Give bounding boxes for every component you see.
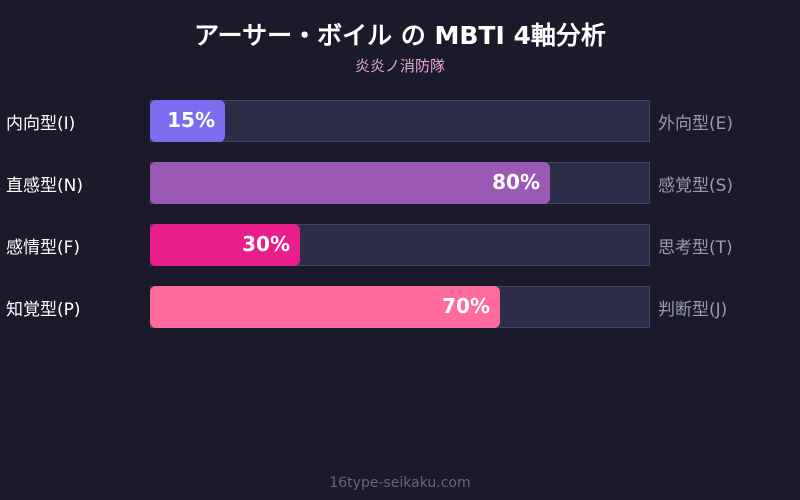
footer-source: 16type-seikaku.com	[329, 475, 471, 491]
bar-fill	[150, 100, 225, 142]
axis-row: 感情型(F) 30% 思考型(T)	[0, 224, 800, 266]
right-pole-label: 判断型(J)	[658, 300, 728, 320]
axis-row: 内向型(I) 15% 外向型(E)	[0, 100, 800, 142]
right-pole-label: 外向型(E)	[658, 114, 734, 134]
bar-fill	[150, 286, 500, 328]
axis-row: 知覚型(P) 70% 判断型(J)	[0, 286, 800, 328]
left-pole-label: 感情型(F)	[6, 238, 81, 258]
bar-fill	[150, 162, 550, 204]
left-pole-label: 直感型(N)	[6, 176, 83, 196]
bar-value-label: 15%	[167, 108, 215, 132]
bar-value-label: 70%	[442, 294, 490, 318]
left-pole-label: 知覚型(P)	[6, 300, 81, 320]
right-pole-label: 感覚型(S)	[658, 176, 734, 196]
bar-value-label: 80%	[492, 170, 540, 194]
bar-value-label: 30%	[242, 232, 290, 256]
right-pole-label: 思考型(T)	[658, 238, 733, 258]
chart-title: アーサー・ボイル の MBTI 4軸分析	[194, 21, 606, 50]
axis-row: 直感型(N) 80% 感覚型(S)	[0, 162, 800, 204]
bar-fill	[150, 224, 300, 266]
bar-track	[150, 100, 650, 142]
chart-subtitle: 炎炎ノ消防隊	[354, 57, 445, 75]
left-pole-label: 内向型(I)	[6, 114, 76, 134]
